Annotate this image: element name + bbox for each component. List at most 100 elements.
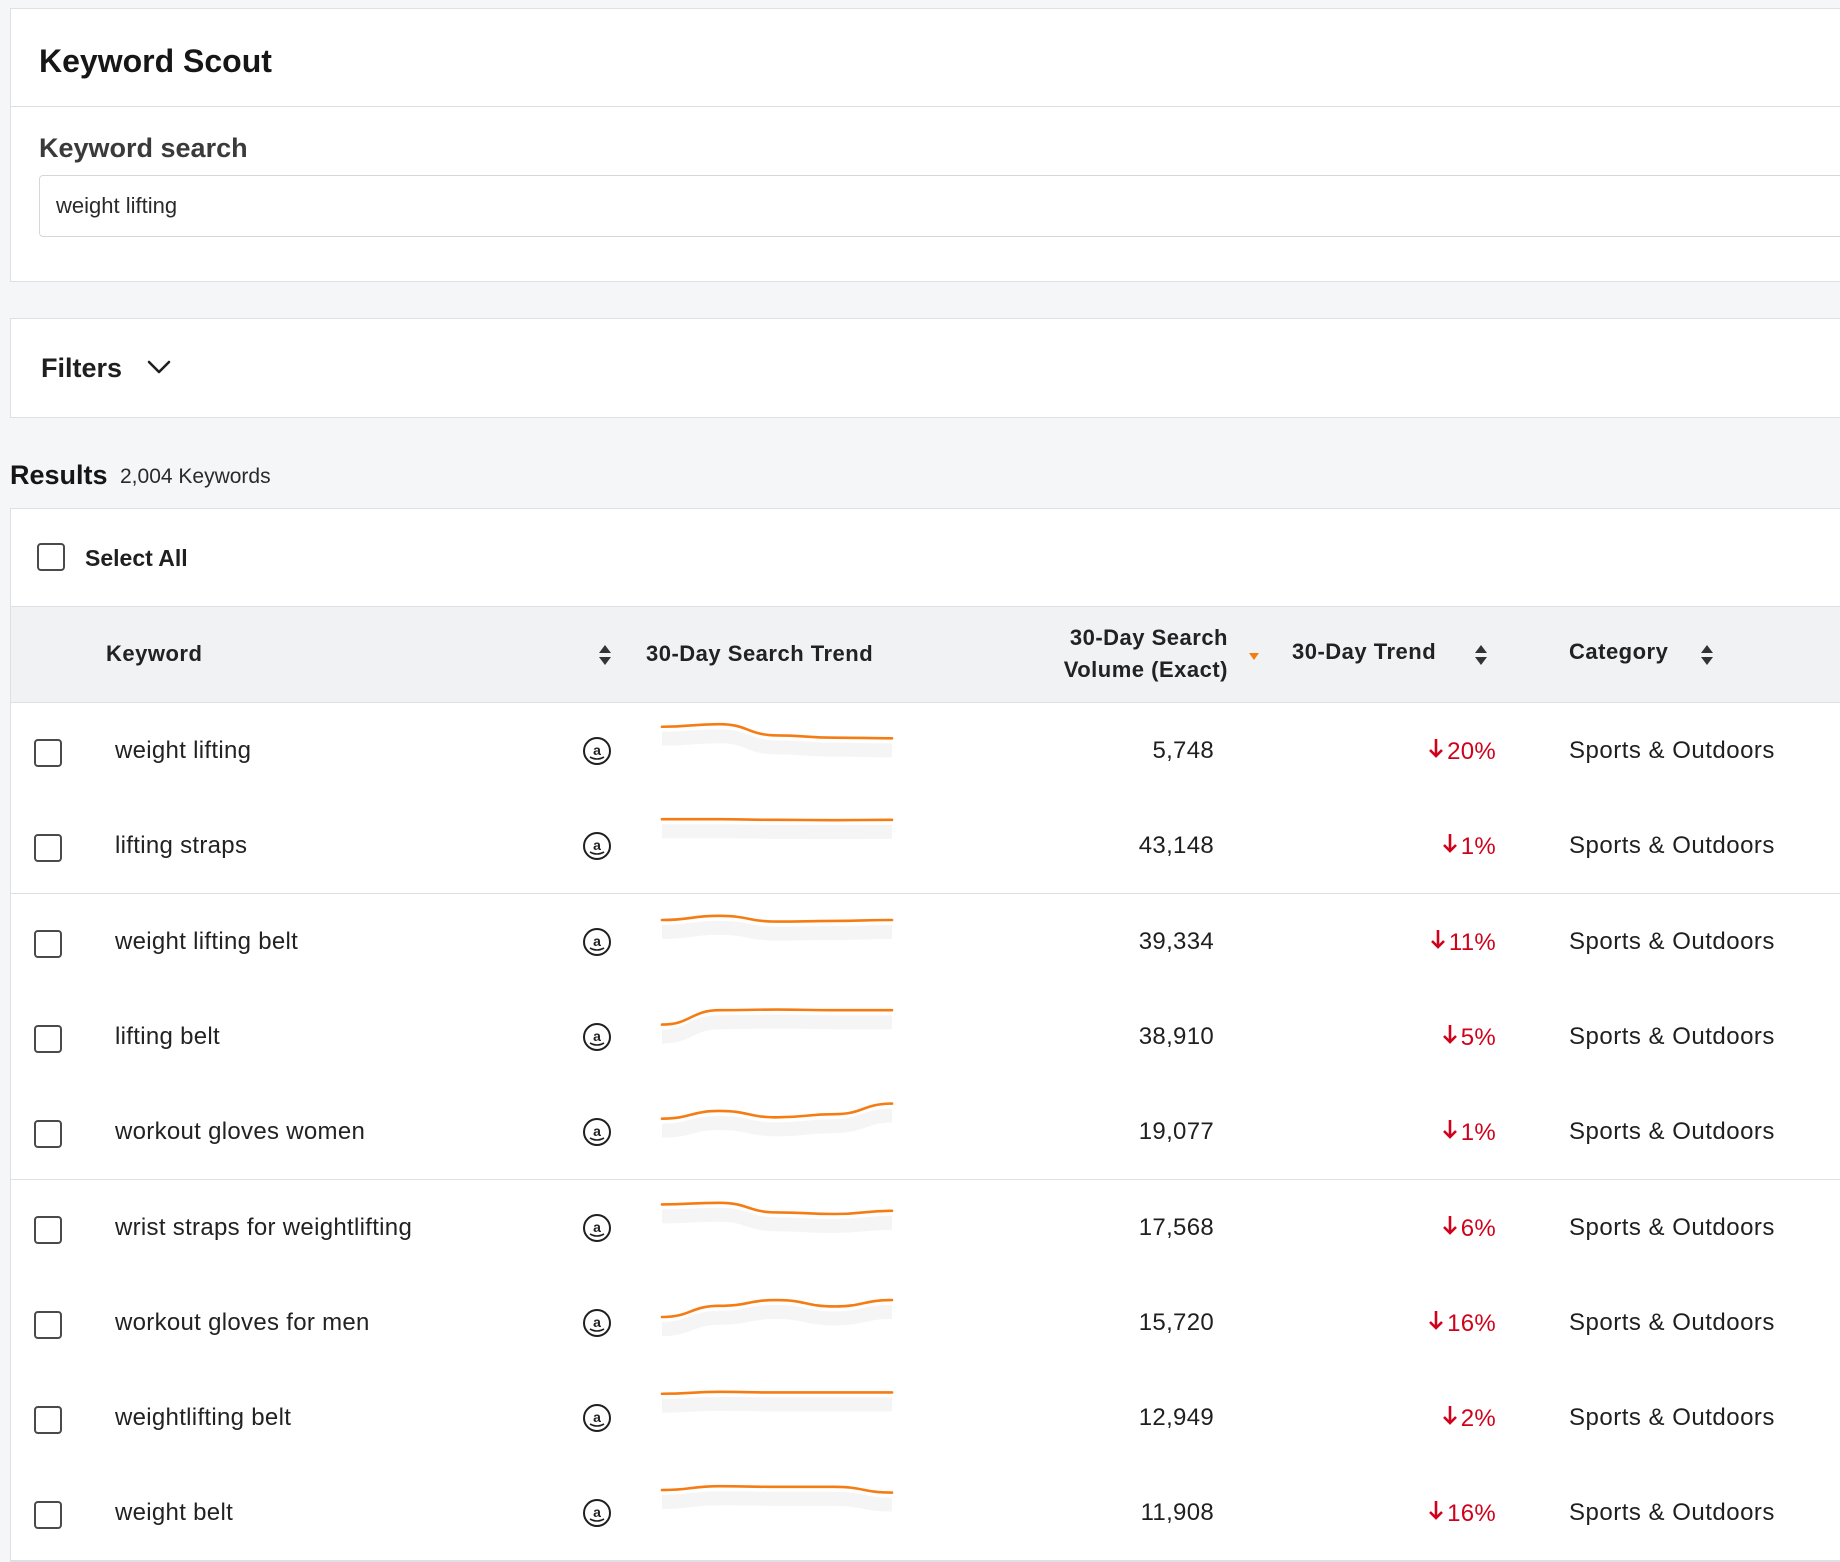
- column-header-volume-line2[interactable]: Volume (Exact): [1063, 657, 1228, 682]
- trend-cell: 1%: [1442, 832, 1496, 861]
- row-checkbox[interactable]: [34, 1310, 62, 1339]
- row-checkbox[interactable]: [34, 929, 62, 958]
- svg-text:a: a: [593, 1409, 601, 1425]
- sort-icon[interactable]: [1474, 643, 1488, 667]
- arrow-down-icon: [1442, 1215, 1457, 1235]
- table-row: lifting straps a 43,148 1% Sports & Outdoors: [11, 798, 1840, 895]
- amazon-icon[interactable]: a: [582, 1213, 612, 1243]
- category-cell: Sports & Outdoors: [1569, 737, 1775, 764]
- keyword-cell[interactable]: lifting straps: [115, 832, 248, 860]
- column-header-volume-line1[interactable]: 30-Day Search: [1069, 625, 1228, 650]
- row-checkbox[interactable]: [34, 1024, 62, 1053]
- row-checkbox[interactable]: [34, 1501, 62, 1530]
- sparkline-chart: [660, 818, 894, 840]
- sparkline-line: [660, 1008, 894, 1026]
- keyword-cell[interactable]: weight lifting: [115, 737, 252, 764]
- select-all-label: Select All: [85, 545, 188, 571]
- sparkline-shadow: [661, 1491, 893, 1512]
- amazon-icon[interactable]: a: [582, 1308, 612, 1338]
- arrow-down-icon: [1442, 1120, 1457, 1140]
- trend-cell: 6%: [1442, 1214, 1496, 1243]
- arrow-down-icon: [1442, 1406, 1457, 1425]
- row-checkbox[interactable]: [34, 1120, 62, 1149]
- arrow-down-icon: [1429, 1501, 1443, 1521]
- sparkline-chart: [660, 722, 894, 758]
- keyword-cell[interactable]: weight belt: [115, 1499, 234, 1527]
- sparkline-shadow: [661, 1207, 893, 1233]
- keyword-cell[interactable]: workout gloves women: [115, 1118, 366, 1146]
- category-cell: Sports & Outdoors: [1569, 1404, 1775, 1432]
- table-row: workout gloves for men a 15,720 16% Sports &…: [11, 1274, 1840, 1371]
- amazon-icon[interactable]: a: [582, 1022, 612, 1052]
- keyword-cell[interactable]: weightlifting belt: [115, 1404, 292, 1432]
- category-cell: Sports & Outdoors: [1569, 1213, 1775, 1241]
- sparkline-line: [660, 722, 894, 740]
- arrow-down-icon: [1442, 834, 1457, 854]
- search-volume-cell: 15,720: [1138, 1308, 1214, 1336]
- keyword-search-input[interactable]: [39, 175, 1840, 237]
- column-header-category[interactable]: Category: [1569, 639, 1669, 664]
- column-header-search-trend: 30-Day Search Trend: [646, 641, 874, 666]
- row-checkbox[interactable]: [34, 1215, 62, 1244]
- category-cell: Sports & Outdoors: [1569, 1308, 1775, 1336]
- filters-label: Filters: [41, 353, 123, 383]
- keyword-cell[interactable]: lifting belt: [115, 1022, 220, 1050]
- amazon-icon[interactable]: a: [582, 927, 612, 957]
- amazon-icon[interactable]: a: [582, 1403, 612, 1433]
- search-panel: Keyword Scout Keyword search: [10, 8, 1840, 282]
- arrow-down-icon: [1430, 929, 1445, 949]
- row-checkbox[interactable]: [34, 834, 62, 863]
- amazon-icon[interactable]: a: [582, 1498, 612, 1528]
- svg-text:a: a: [593, 933, 601, 949]
- sparkline-chart: [660, 1200, 894, 1233]
- sparkline-shadow: [661, 1014, 892, 1044]
- search-volume-cell: 5,748: [1152, 737, 1214, 764]
- trend-cell: 16%: [1428, 1499, 1496, 1528]
- svg-text:a: a: [593, 1314, 601, 1330]
- results-count: 2,004 Keywords: [120, 465, 271, 488]
- trend-value: 6%: [1460, 1214, 1496, 1242]
- column-header-trend[interactable]: 30-Day Trend: [1292, 639, 1437, 664]
- search-volume-cell: 17,568: [1138, 1213, 1214, 1241]
- keyword-cell[interactable]: wrist straps for weightlifting: [115, 1213, 413, 1241]
- sparkline-line: [660, 1390, 894, 1396]
- search-volume-cell: 12,949: [1138, 1404, 1214, 1432]
- filters-toggle[interactable]: Filters: [10, 318, 1840, 418]
- svg-text:a: a: [593, 1123, 601, 1139]
- sparkline-line: [660, 1102, 894, 1121]
- table-row: wrist straps for weightlifting a 17,568 6% S…: [11, 1179, 1840, 1276]
- row-checkbox[interactable]: [34, 739, 62, 767]
- amazon-icon[interactable]: a: [582, 1117, 612, 1147]
- trend-cell: 11%: [1430, 928, 1496, 957]
- svg-text:a: a: [593, 1504, 601, 1520]
- sparkline-line: [660, 1485, 894, 1495]
- sparkline-chart: [660, 1485, 894, 1512]
- amazon-icon[interactable]: a: [582, 736, 612, 766]
- trend-value: 11%: [1448, 928, 1496, 956]
- sparkline-chart: [660, 914, 894, 941]
- keyword-cell[interactable]: workout gloves for men: [115, 1308, 370, 1336]
- column-header-keyword[interactable]: Keyword: [106, 641, 203, 666]
- sort-desc-icon[interactable]: [1247, 645, 1261, 669]
- amazon-icon[interactable]: a: [582, 831, 612, 861]
- select-all-checkbox[interactable]: [37, 543, 65, 571]
- results-table: Select All Keyword 30-Day Search Trend 3…: [10, 508, 1840, 1562]
- trend-cell: 5%: [1442, 1023, 1496, 1052]
- search-volume-cell: 19,077: [1138, 1118, 1214, 1146]
- row-checkbox[interactable]: [34, 1406, 62, 1435]
- trend-value: 1%: [1460, 1119, 1496, 1147]
- sparkline-line: [660, 818, 894, 822]
- trend-value: 16%: [1447, 1500, 1496, 1528]
- page-title: Keyword Scout: [39, 43, 272, 79]
- arrow-down-icon: [1442, 1024, 1457, 1044]
- category-cell: Sports & Outdoors: [1569, 832, 1775, 860]
- select-all-row: Select All: [11, 509, 1840, 607]
- keyword-cell[interactable]: weight lifting belt: [115, 927, 299, 955]
- table-row: weight lifting belt a 39,334 11% Sports & Ou…: [11, 893, 1840, 990]
- sparkline-shadow: [661, 1108, 893, 1138]
- table-row: weightlifting belt a 12,949 2% Sports & Outd…: [11, 1370, 1840, 1467]
- sort-icon[interactable]: [1700, 643, 1714, 667]
- sparkline-chart: [660, 1102, 894, 1138]
- sort-icon[interactable]: [598, 643, 612, 667]
- sparkline-shadow: [661, 1304, 893, 1336]
